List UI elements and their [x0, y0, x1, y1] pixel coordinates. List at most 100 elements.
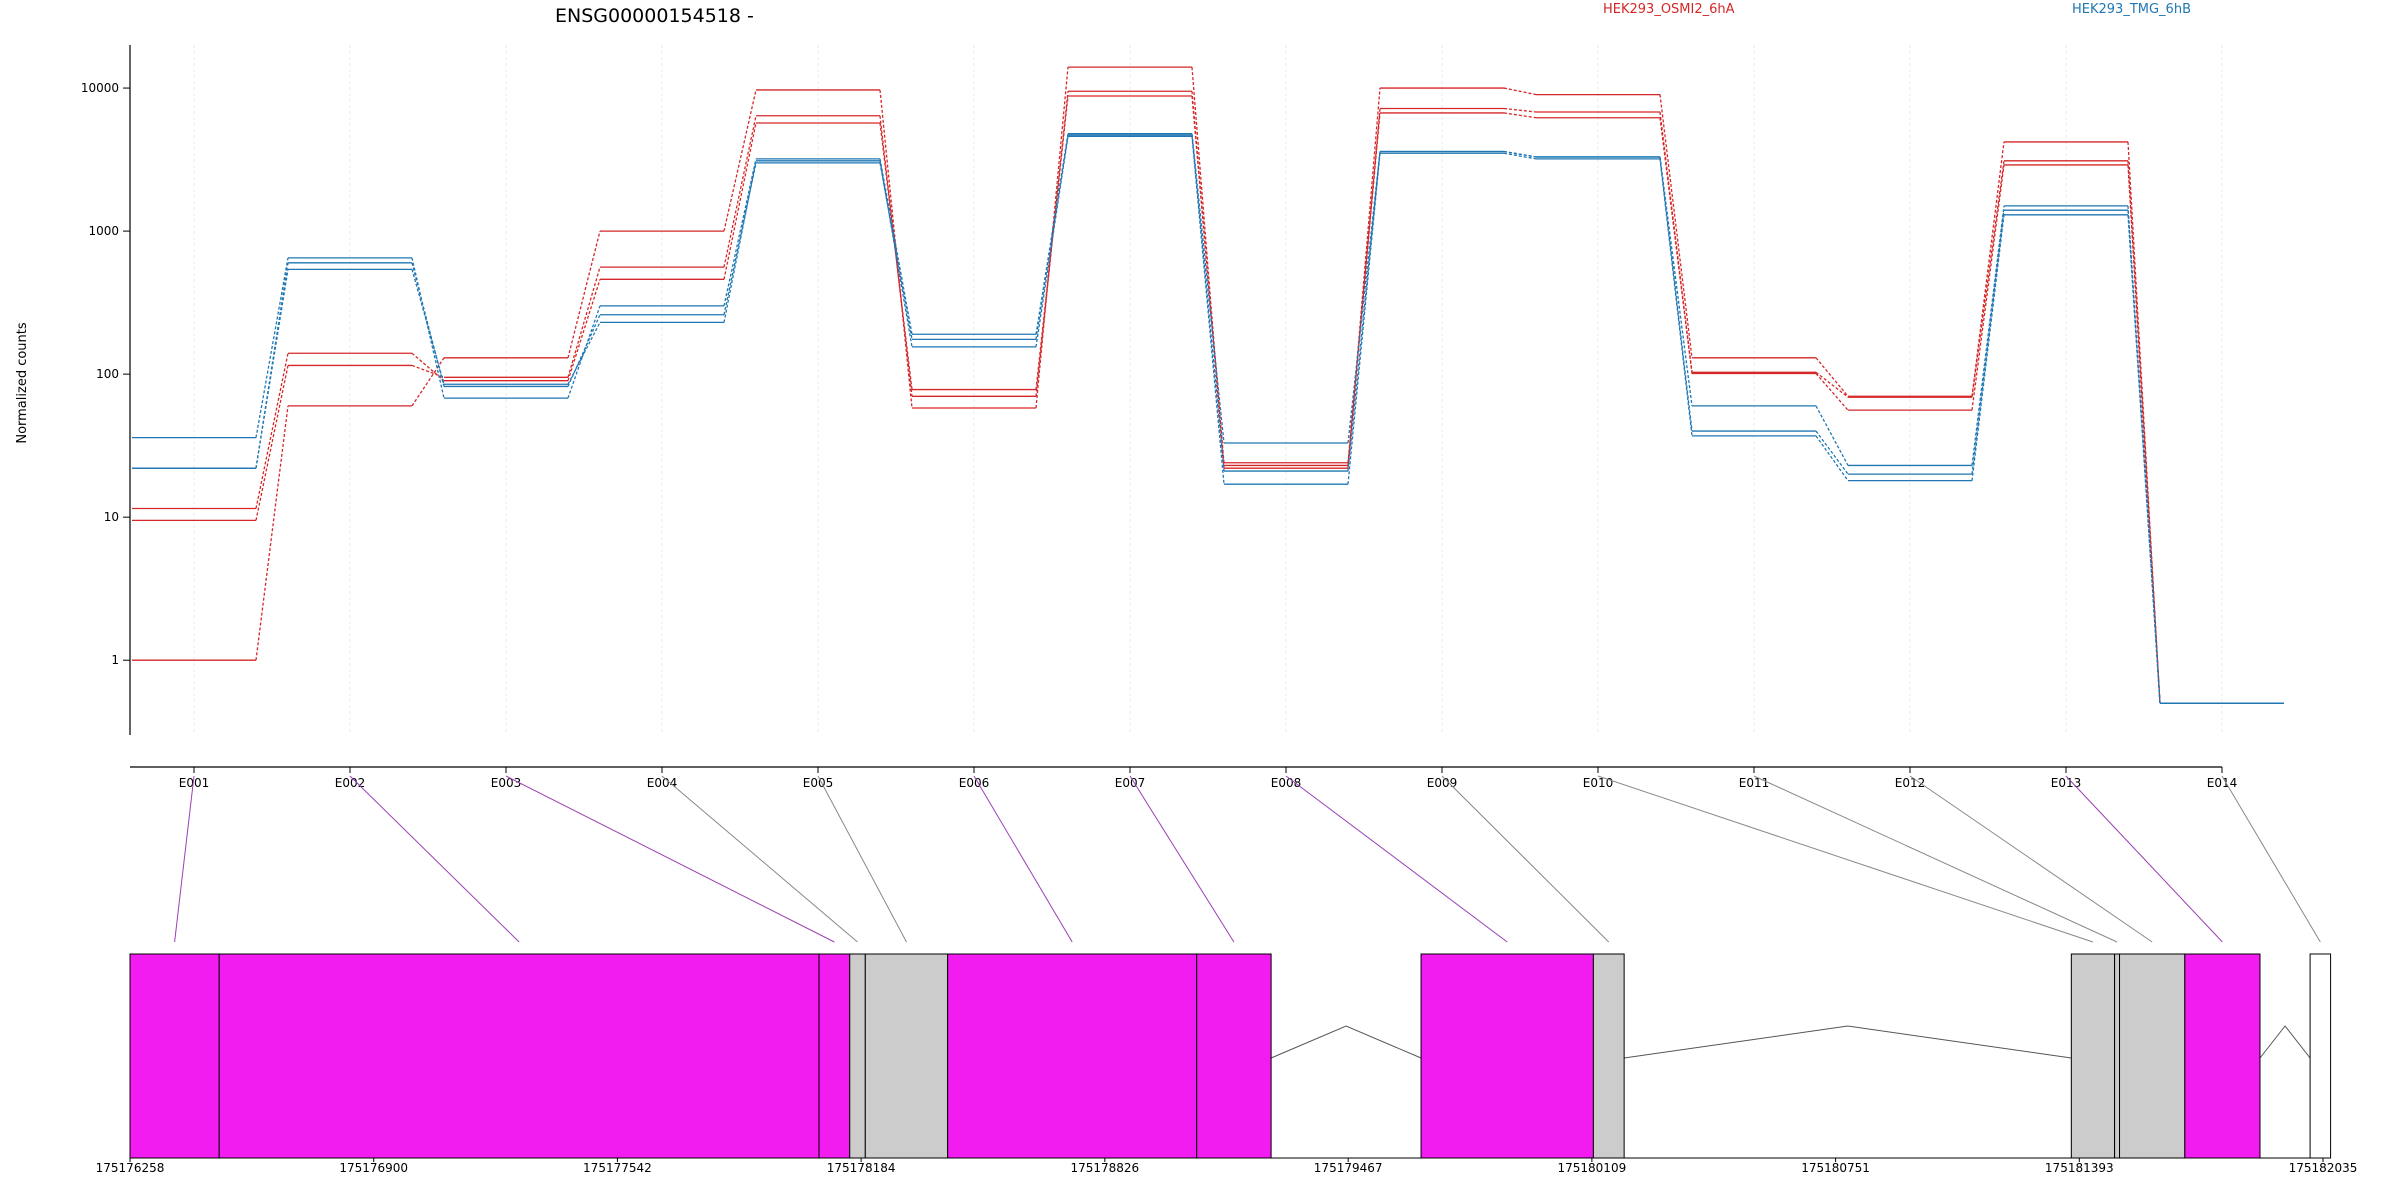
x-tick-label: E008: [1271, 776, 1302, 790]
series-connector: [1035, 91, 1069, 397]
series-connector: [1815, 405, 1849, 466]
exon-connector-e008: [1285, 775, 1508, 943]
series-connector: [1815, 373, 1849, 411]
genomic-tick-label: 175180109: [1558, 1161, 1627, 1175]
series-connector: [567, 230, 601, 358]
gene-block-e005: [864, 953, 949, 1159]
series-connector: [723, 115, 757, 268]
series-connector: [255, 269, 289, 469]
series-connector: [723, 122, 757, 280]
series-connector: [1191, 95, 1225, 463]
series-connector: [1971, 160, 2005, 398]
x-tick-label: E007: [1115, 776, 1146, 790]
exon-connector-e007: [1129, 775, 1235, 943]
series-connector: [1971, 214, 2005, 481]
series-connector: [255, 365, 289, 521]
series-connector: [1815, 357, 1849, 397]
series-4: [132, 133, 2284, 704]
series-3: [132, 95, 2284, 704]
series-connector: [1659, 158, 1693, 436]
series-connector: [1815, 435, 1849, 482]
intron-3: [2259, 1025, 2311, 1059]
series-5: [132, 134, 2284, 704]
series-connector: [1347, 153, 1381, 485]
series-connector: [1971, 141, 2005, 397]
series-connector: [723, 158, 757, 307]
series-connector: [567, 279, 601, 381]
exon-connector-e013: [2065, 775, 2223, 943]
legend-label-osmi: HEK293_OSMI2_6hA: [1603, 2, 1735, 17]
exon-connector-e005: [817, 775, 907, 943]
gene-block-e001: [129, 953, 220, 1159]
series-connector: [1815, 430, 1849, 475]
series-connector: [1503, 87, 1537, 96]
y-tick-label: 1000: [88, 224, 119, 238]
x-tick-label: E004: [647, 776, 678, 790]
x-tick-label: E012: [1895, 776, 1926, 790]
genomic-tick-label: 175176900: [339, 1161, 408, 1175]
exon-connector-e006: [973, 775, 1073, 943]
genomic-tick-label: 175178826: [1070, 1161, 1139, 1175]
series-connector: [1503, 107, 1537, 113]
y-tick-label: 100: [96, 367, 119, 381]
series-6: [132, 135, 2284, 704]
series-connector: [2127, 214, 2161, 704]
gene-block-e002: [218, 953, 820, 1159]
series-connector: [1035, 136, 1069, 348]
x-tick-label: E009: [1427, 776, 1458, 790]
gene-block-e003: [818, 953, 851, 1159]
genomic-tick-label: 175177542: [583, 1161, 652, 1175]
genomic-tick-label: 175179467: [1314, 1161, 1383, 1175]
series-connector: [1035, 134, 1069, 340]
series-connector: [1971, 164, 2005, 411]
series-connector: [1503, 152, 1537, 160]
series-connector: [255, 353, 289, 509]
series-connector: [567, 266, 601, 378]
intron-1: [1270, 1025, 1422, 1059]
exon-connector-e004: [661, 775, 858, 943]
series-connector: [879, 160, 913, 348]
y-axis-label: Normalized counts: [15, 322, 30, 444]
series-connector: [1347, 151, 1381, 444]
exon-connector-e003: [505, 775, 835, 943]
x-tick-label: E002: [335, 776, 366, 790]
series-connector: [567, 314, 601, 387]
series-connector: [1815, 371, 1849, 398]
series-connector: [723, 89, 757, 232]
series-connector: [1659, 117, 1693, 374]
chart-title: ENSG00000154518 -: [555, 5, 754, 27]
series-connector: [567, 305, 601, 399]
x-tick-label: E013: [2051, 776, 2082, 790]
series-connector: [255, 405, 289, 661]
gene-block-e006: [947, 953, 1198, 1159]
x-tick-label: E003: [491, 776, 522, 790]
gene-block-e007: [1196, 953, 1272, 1159]
gene-block-e012: [2119, 953, 2186, 1159]
series-2: [132, 90, 2284, 704]
x-tick-label: E006: [959, 776, 990, 790]
series-connector: [1971, 210, 2005, 475]
intron-2: [1624, 1025, 2072, 1059]
series-connector: [411, 357, 445, 407]
series-connector: [1347, 88, 1381, 469]
exon-connector-e001: [174, 775, 195, 943]
exon-connector-e010: [1597, 775, 2094, 943]
series-connector: [1191, 136, 1225, 485]
series-connector: [1347, 112, 1381, 463]
series-connector: [1503, 150, 1537, 158]
legend-label-tmg: HEK293_TMG_6hB: [2072, 2, 2191, 17]
genomic-tick-label: 175181393: [2045, 1161, 2114, 1175]
series-connector: [567, 322, 601, 385]
x-tick-label: E005: [803, 776, 834, 790]
gene-block-e013: [2184, 953, 2261, 1159]
genomic-tick-label: 175178184: [827, 1161, 896, 1175]
series-connector: [723, 160, 757, 323]
series-1: [132, 66, 2284, 704]
y-tick-label: 1: [111, 653, 119, 667]
series-connector: [1191, 134, 1225, 472]
y-tick-label: 10: [104, 510, 119, 524]
series-connector: [255, 257, 289, 438]
series-connector: [1503, 112, 1537, 119]
exon-connector-e012: [1909, 775, 2153, 943]
x-tick-label: E001: [179, 776, 210, 790]
